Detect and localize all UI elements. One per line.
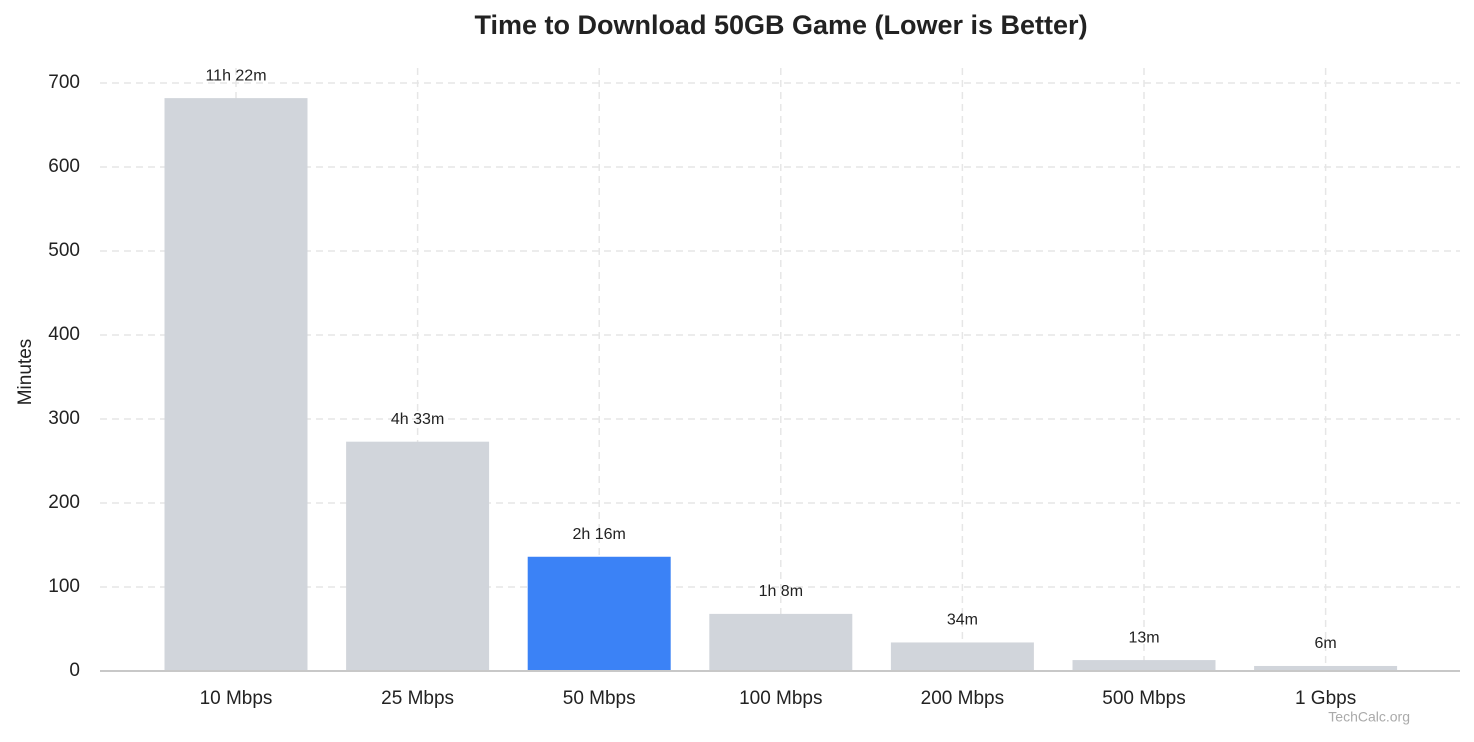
value-label: 4h 33m bbox=[391, 411, 444, 428]
bar bbox=[1072, 660, 1216, 671]
y-tick-label: 500 bbox=[48, 240, 80, 261]
value-label: 11h 22m bbox=[205, 67, 266, 84]
x-tick-label: 10 Mbps bbox=[200, 688, 273, 709]
value-label: 34m bbox=[947, 612, 978, 629]
value-label: 13m bbox=[1128, 629, 1159, 646]
bar bbox=[527, 556, 671, 671]
value-label: 6m bbox=[1314, 635, 1336, 652]
x-tick-label: 25 Mbps bbox=[381, 688, 454, 709]
bar bbox=[346, 441, 490, 671]
chart-title: Time to Download 50GB Game (Lower is Bet… bbox=[474, 10, 1087, 40]
y-tick-label: 100 bbox=[48, 576, 80, 597]
bar bbox=[890, 642, 1034, 671]
y-axis-label: Minutes bbox=[15, 339, 36, 406]
bar bbox=[1254, 665, 1398, 671]
x-tick-label: 500 Mbps bbox=[1102, 688, 1185, 709]
y-tick-label: 700 bbox=[48, 72, 80, 93]
bar bbox=[164, 98, 308, 672]
x-tick-label: 200 Mbps bbox=[921, 688, 1004, 709]
y-tick-label: 400 bbox=[48, 324, 80, 345]
x-tick-label: 50 Mbps bbox=[563, 688, 636, 709]
value-label: 2h 16m bbox=[573, 526, 626, 543]
x-tick-label: 1 Gbps bbox=[1295, 688, 1356, 709]
y-tick-label: 200 bbox=[48, 492, 80, 513]
watermark: TechCalc.org bbox=[1328, 709, 1410, 725]
y-tick-label: 0 bbox=[69, 660, 80, 681]
y-tick-label: 300 bbox=[48, 408, 80, 429]
x-tick-label: 100 Mbps bbox=[739, 688, 822, 709]
y-tick-label: 600 bbox=[48, 156, 80, 177]
bar bbox=[709, 613, 853, 671]
value-label: 1h 8m bbox=[759, 583, 803, 600]
